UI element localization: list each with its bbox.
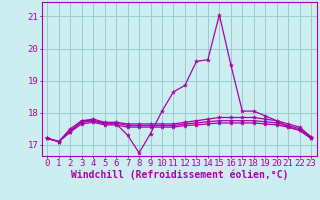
X-axis label: Windchill (Refroidissement éolien,°C): Windchill (Refroidissement éolien,°C)	[70, 169, 288, 180]
